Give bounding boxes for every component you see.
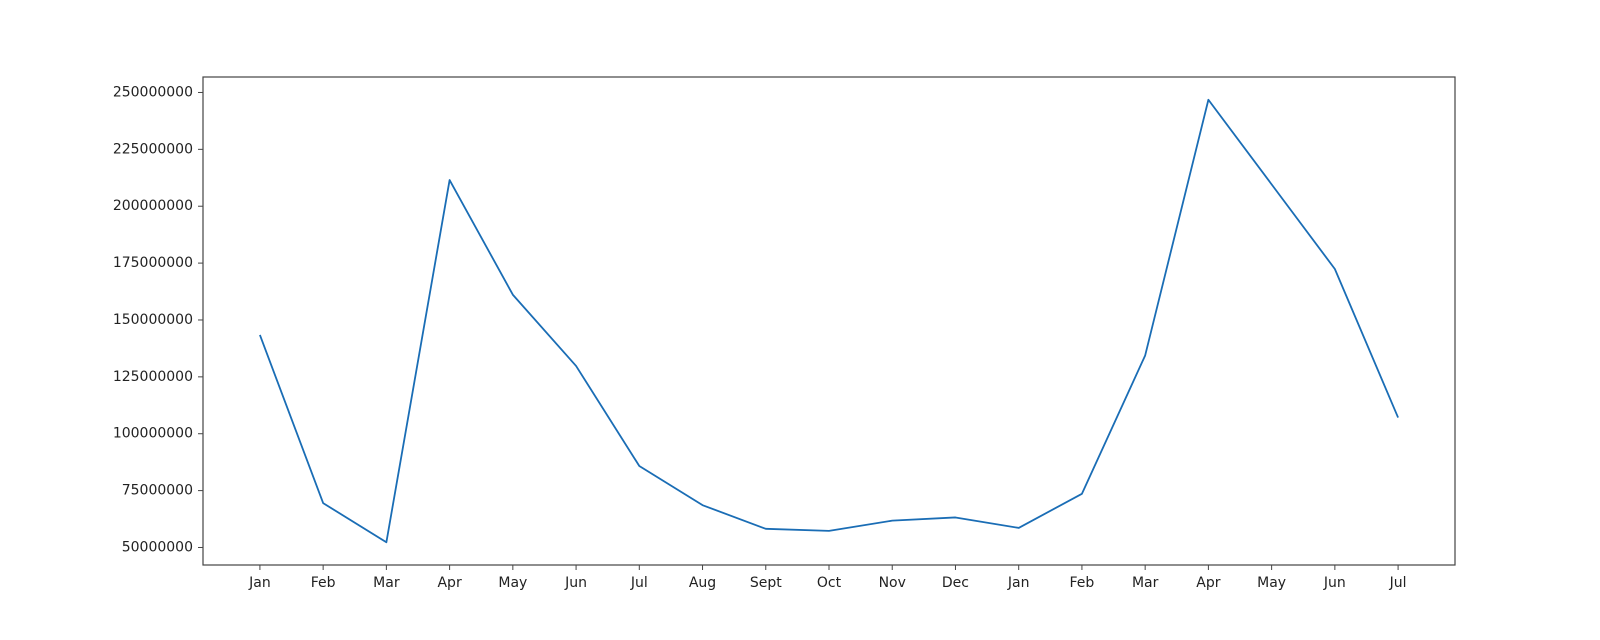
y-tick-label: 225000000 <box>113 141 193 157</box>
x-tick-label: Jun <box>1323 575 1346 591</box>
x-tick-label: Sept <box>750 575 782 591</box>
x-tick-label: Jun <box>564 575 587 591</box>
x-tick-label: Dec <box>942 575 969 591</box>
plot-frame <box>202 76 1456 566</box>
x-tick-label: Nov <box>879 575 906 591</box>
x-tick-label: Apr <box>437 575 461 591</box>
x-tick-label: May <box>1257 575 1286 591</box>
data-line <box>259 98 1399 544</box>
y-tick-label: 175000000 <box>113 255 193 271</box>
x-tick-label: Jan <box>1007 575 1030 591</box>
x-tick-label: Apr <box>1196 575 1220 591</box>
y-tick-label: 100000000 <box>113 426 193 442</box>
y-tick-label: 125000000 <box>113 369 193 385</box>
x-tick-label: Jan <box>248 575 271 591</box>
y-tick-label: 150000000 <box>113 312 193 328</box>
x-tick-label: Feb <box>1070 575 1095 591</box>
x-tick-label: Feb <box>311 575 336 591</box>
x-tick-label: Jul <box>630 575 648 591</box>
x-tick-label: May <box>498 575 527 591</box>
x-tick-label: Oct <box>817 575 842 591</box>
y-tick-label: 200000000 <box>113 198 193 214</box>
y-tick-label: 50000000 <box>122 539 193 555</box>
y-tick-label: 250000000 <box>113 84 193 100</box>
x-tick-label: Jul <box>1389 575 1407 591</box>
y-tick-label: 75000000 <box>122 483 193 499</box>
x-tick-label: Mar <box>1132 575 1159 591</box>
x-tick-label: Mar <box>373 575 400 591</box>
x-tick-label: Aug <box>689 575 716 591</box>
